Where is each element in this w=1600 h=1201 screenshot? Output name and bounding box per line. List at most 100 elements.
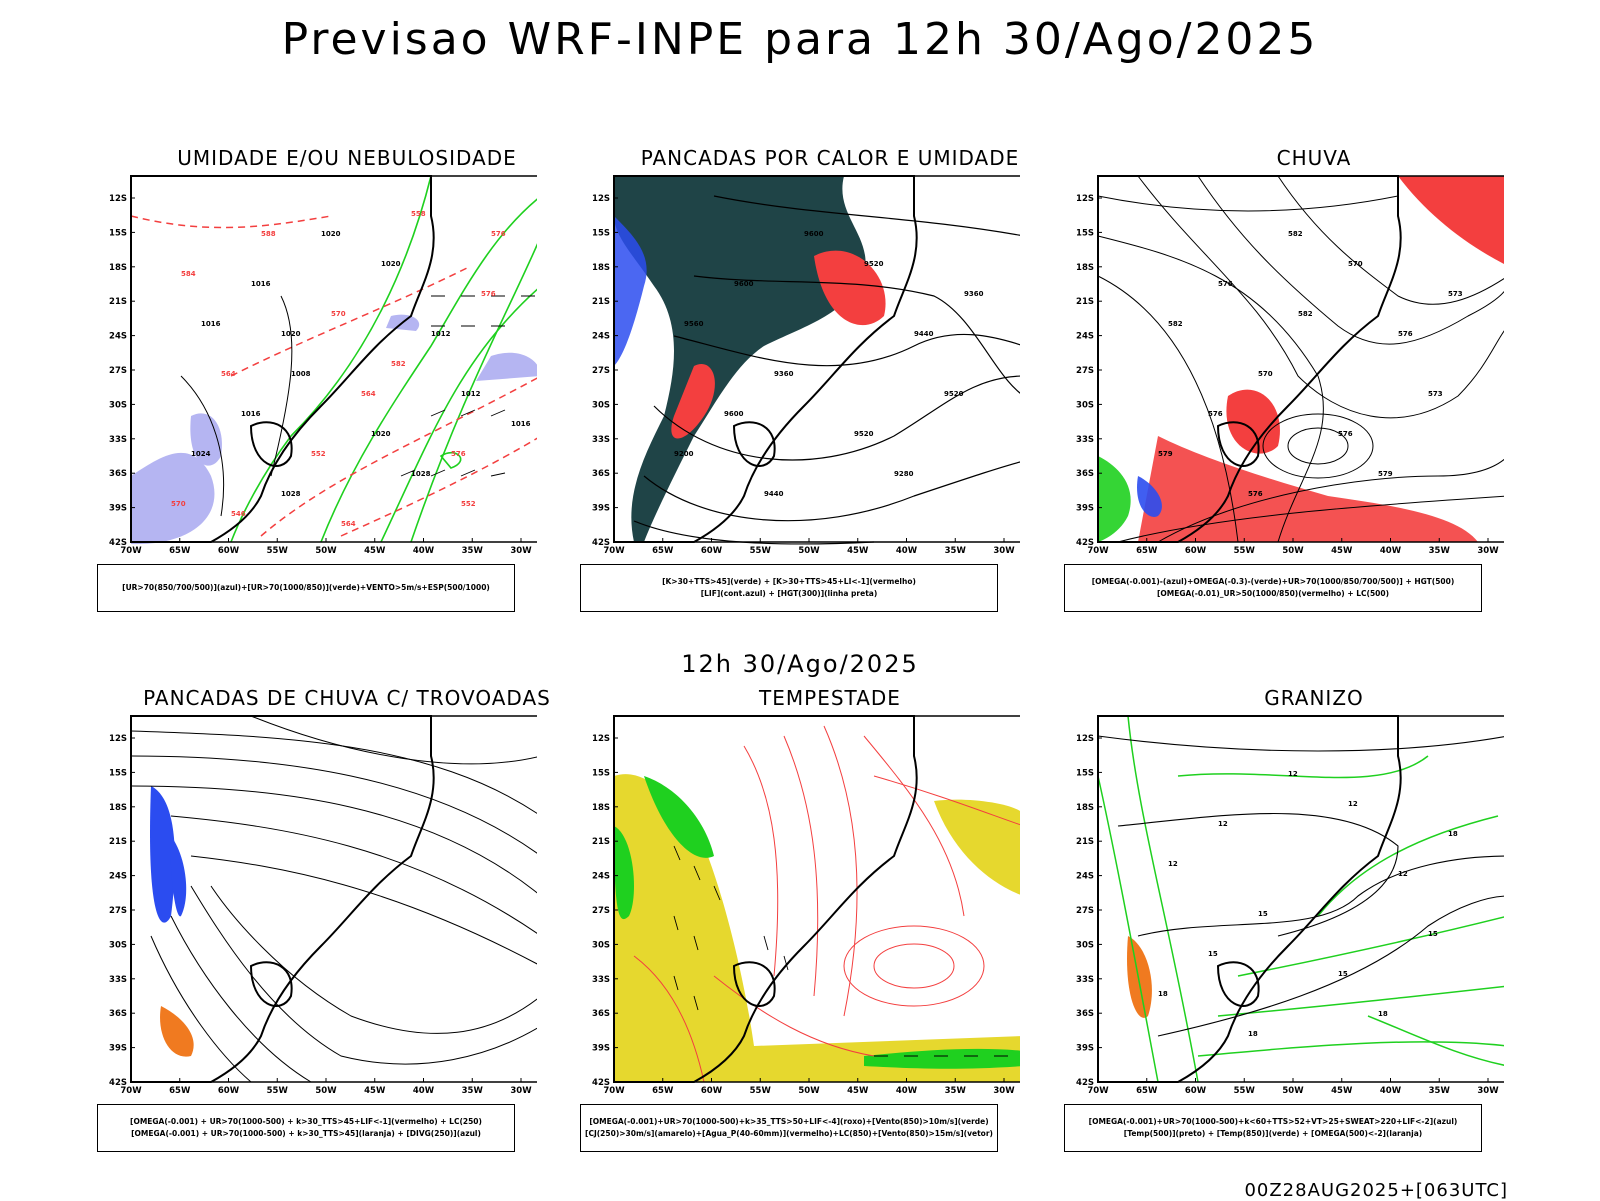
longitude-tick-label: 35W (945, 1086, 967, 1096)
panel-chuva: CHUVA 12S 15 (1064, 146, 1564, 636)
contour-value-label: 9360 (774, 370, 794, 378)
panel-title: CHUVA (1276, 146, 1352, 170)
latitude-axis: 12S 15S 18S 21S 24S 27S 30S 33S 36S 39S 42S (109, 734, 135, 1088)
map-granizo: 12S 15S 18S 21S 24S 27S 30S 33S 36S 39S 42S 70W 65W… (1076, 715, 1504, 1096)
latitude-tick-label: 42S (1076, 1078, 1094, 1088)
contour-value-label: 576 (1218, 280, 1233, 288)
contour-value-label: 18 (1448, 830, 1458, 838)
map-umidade: 12S 15S 18S 21S 24S 27S 30S 33S 36S 39S 42S 70W 65W… (109, 175, 537, 556)
longitude-tick-label: 70W (120, 546, 142, 556)
contour-value-label: 1028 (281, 490, 301, 498)
contour-value-label: 588 (261, 230, 276, 238)
latitude-tick-label: 24S (109, 872, 127, 882)
latitude-tick-label: 33S (1076, 435, 1094, 445)
contour-value-label: 15 (1208, 950, 1218, 958)
map-tempestade: 12S 15S 18S 21S 24S 27S 30S 33S 36S 39S 42S 70W 65W… (592, 715, 1020, 1096)
contour-value-label: 546 (231, 510, 246, 518)
contour-value-label: 552 (311, 450, 326, 458)
longitude-tick-label: 30W (1477, 1086, 1499, 1096)
longitude-tick-label: 70W (603, 1086, 625, 1096)
latitude-tick-label: 21S (1076, 297, 1094, 307)
contour-value-label: 579 (1378, 470, 1393, 478)
latitude-tick-label: 39S (1076, 1044, 1094, 1054)
latitude-tick-label: 18S (1076, 263, 1094, 273)
contour-value-label: 1012 (461, 390, 481, 398)
latitude-tick-label: 36S (1076, 1009, 1094, 1019)
longitude-tick-label: 40W (1380, 546, 1402, 556)
legend-box: [OMEGA(-0.001)-(azul)+OMEGA(-0.3)-(verde… (1064, 564, 1482, 612)
contour-value-label: 573 (1428, 390, 1443, 398)
latitude-tick-label: 36S (592, 1009, 610, 1019)
latitude-tick-label: 42S (592, 538, 610, 548)
latitude-tick-label: 27S (109, 906, 127, 916)
latitude-tick-label: 39S (109, 1044, 127, 1054)
main-title: Previsao WRF-INPE para 12h 30/Ago/2025 (281, 14, 1319, 65)
latitude-tick-label: 30S (592, 400, 610, 410)
latitude-tick-label: 21S (592, 297, 610, 307)
longitude-tick-label: 60W (218, 546, 240, 556)
contour-value-label: 576 (1338, 430, 1353, 438)
latitude-tick-label: 33S (109, 975, 127, 985)
longitude-tick-label: 55W (1234, 1086, 1256, 1096)
longitude-tick-label: 60W (1185, 546, 1207, 556)
contour-value-label: 1020 (321, 230, 341, 238)
longitude-tick-label: 55W (267, 546, 289, 556)
longitude-tick-label: 60W (701, 1086, 723, 1096)
contour-value-label: 9440 (914, 330, 934, 338)
latitude-tick-label: 12S (1076, 734, 1094, 744)
latitude-tick-label: 33S (592, 975, 610, 985)
latitude-tick-label: 30S (1076, 400, 1094, 410)
contour-value-label: 1020 (381, 260, 401, 268)
longitude-tick-label: 35W (462, 546, 484, 556)
longitude-tick-label: 40W (413, 1086, 435, 1096)
latitude-tick-label: 33S (592, 435, 610, 445)
longitude-axis: 70W 65W 60W 55W 50W 45W 40W 35W 30W (603, 1078, 1015, 1096)
legend-box: [OMEGA(-0.001)+UR>70(1000-500)+k>35_TTS>… (580, 1104, 998, 1152)
latitude-tick-label: 24S (109, 332, 127, 342)
contour-value-label: 573 (1448, 290, 1463, 298)
contour-value-label: 1020 (281, 330, 301, 338)
contour-value-label: 1012 (431, 330, 451, 338)
legend-line: [K>30+TTS>45](verde) + [K>30+TTS>45+LI<-… (662, 577, 916, 586)
valid-time-title: 12h 30/Ago/2025 (681, 650, 919, 678)
contour-value-label: 552 (461, 500, 476, 508)
latitude-tick-label: 39S (109, 504, 127, 514)
latitude-tick-label: 15S (592, 228, 610, 238)
latitude-axis: 12S 15S 18S 21S 24S 27S 30S 33S 36S 39S 42S (592, 194, 618, 548)
longitude-tick-label: 65W (169, 1086, 191, 1096)
panel-granizo: GRANIZO 12S 15S 18S 21S 2 (1064, 686, 1564, 1176)
latitude-tick-label: 27S (592, 366, 610, 376)
legend-line: [UR>70(850/700/500)](azul)+[UR>70(1000/8… (122, 583, 490, 592)
latitude-tick-label: 36S (109, 469, 127, 479)
contour-value-label: 9280 (894, 470, 914, 478)
legend-box: [UR>70(850/700/500)](azul)+[UR>70(1000/8… (97, 564, 515, 612)
legend-line: [OMEGA(-0.001) + UR>70(1000-500) + k>30_… (130, 1117, 482, 1126)
legend-line: [OMEGA(-0.01)_UR>50(1000/850)(vermelho) … (1156, 589, 1390, 598)
contour-value-label: 1016 (511, 420, 531, 428)
longitude-tick-label: 65W (169, 546, 191, 556)
longitude-tick-label: 30W (1477, 546, 1499, 556)
contour-value-label: 576 (491, 230, 506, 238)
longitude-tick-label: 40W (413, 546, 435, 556)
contour-value-label: 1028 (411, 470, 431, 478)
longitude-tick-label: 65W (652, 1086, 674, 1096)
map-pancadas-calor: 12S 15S 18S 21S 24S 27S 30S 33S 36S 39S 42S 70W 65W… (592, 175, 1020, 556)
longitude-tick-label: 55W (1234, 546, 1256, 556)
panel-title: GRANIZO (1264, 686, 1364, 710)
latitude-tick-label: 42S (1076, 538, 1094, 548)
longitude-tick-label: 65W (1136, 546, 1158, 556)
latitude-axis: 12S 15S 18S 21S 24S 27S 30S 33S 36S 39S 42S (1076, 194, 1102, 548)
contour-value-label: 9360 (964, 290, 984, 298)
contour-value-label: 15 (1258, 910, 1268, 918)
latitude-tick-label: 24S (1076, 872, 1094, 882)
longitude-axis: 70W 65W 60W 55W 50W 45W 40W 35W 30W (1087, 1078, 1499, 1096)
longitude-tick-label: 50W (315, 1086, 337, 1096)
contour-value-label: 582 (391, 360, 406, 368)
legend-box: [OMEGA(-0.001)+UR>70(1000-500)+k<60+TTS>… (1064, 1104, 1482, 1152)
weather-layers (130, 175, 537, 545)
contour-value-label: 9600 (804, 230, 824, 238)
longitude-tick-label: 55W (750, 1086, 772, 1096)
latitude-tick-label: 15S (592, 768, 610, 778)
contour-value-label: 12 (1218, 820, 1228, 828)
legend-line: [CJ(250)>30m/s](amarelo)+[Agua_P(40-60mm… (585, 1129, 993, 1138)
